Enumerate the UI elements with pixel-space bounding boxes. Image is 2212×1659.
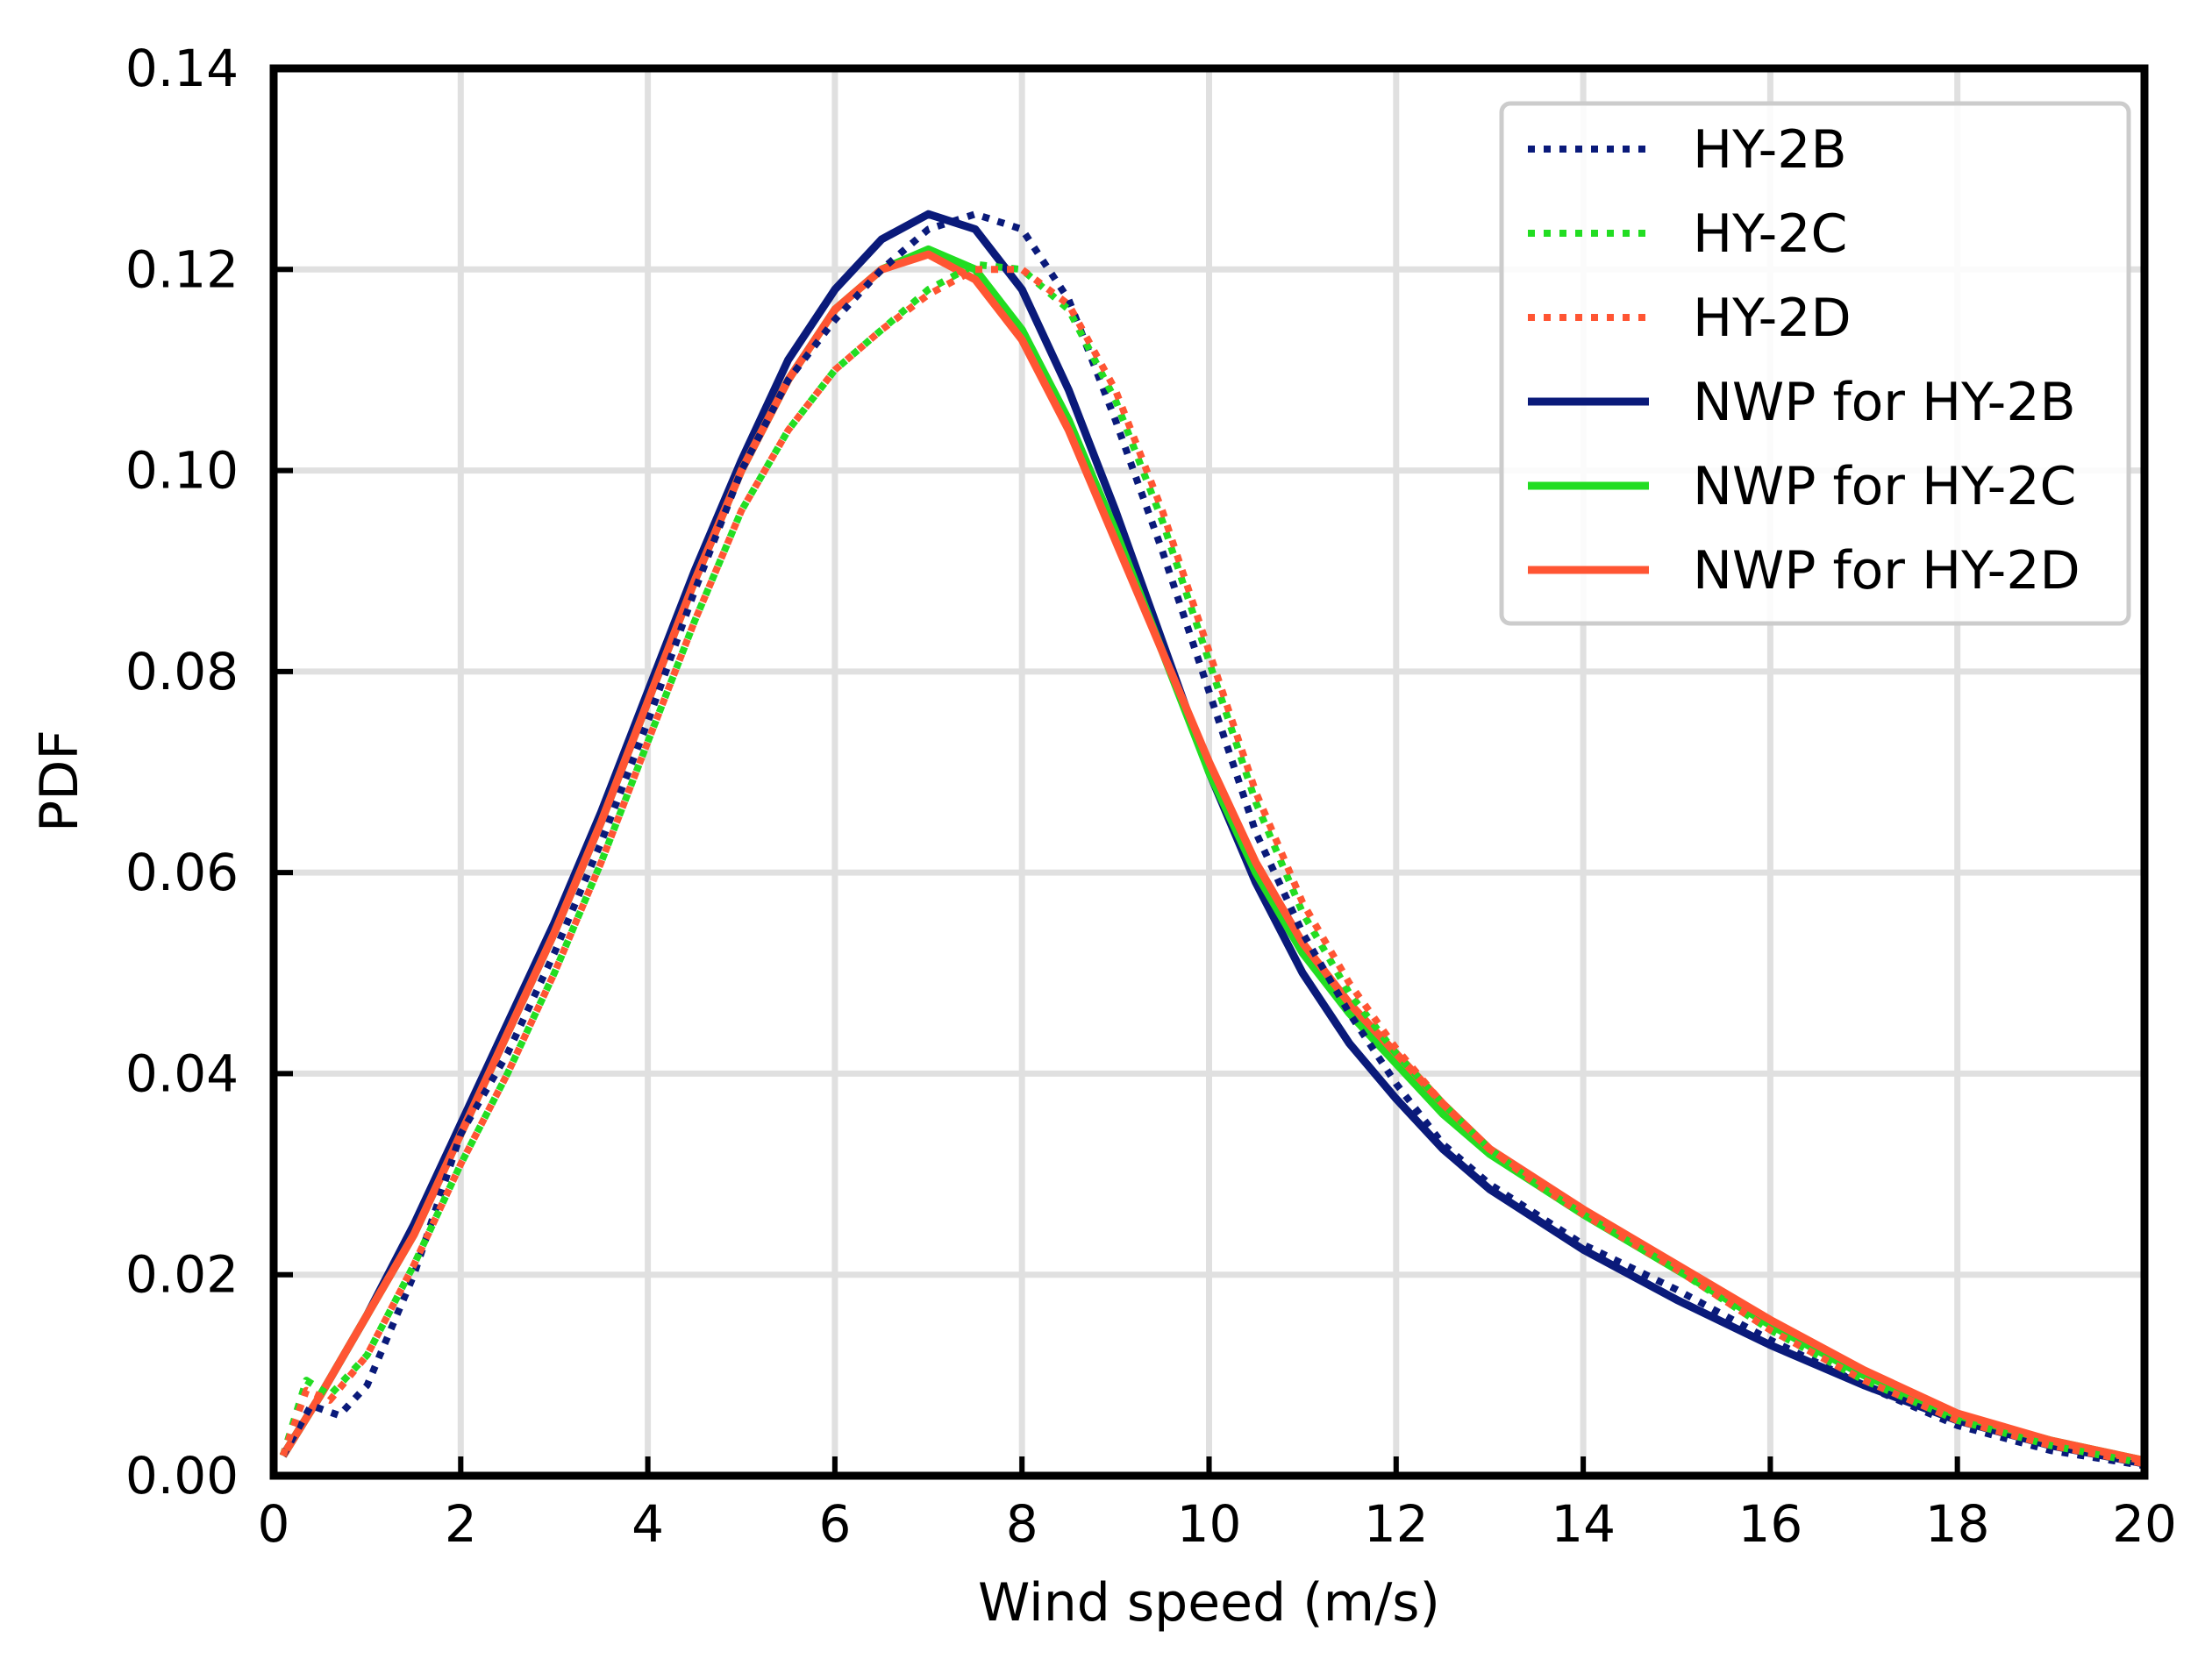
series-line-hy-2b: [280, 210, 2145, 1470]
x-tick-label-3: 6: [818, 1494, 851, 1554]
y-tick-label-0: 0.00: [125, 1446, 239, 1506]
series-line-hy-2c: [279, 260, 2145, 1468]
x-tick-label-7: 14: [1551, 1494, 1616, 1554]
x-tick-label-1: 2: [445, 1494, 477, 1554]
x-tick-label-10: 20: [2112, 1494, 2177, 1554]
legend-label-0: HY-2B: [1693, 119, 1847, 181]
x-tick-label-0: 0: [258, 1494, 290, 1554]
y-tick-label-6: 0.12: [125, 239, 239, 299]
y-axis-label: PDF: [29, 730, 90, 832]
y-tick-labels: 0.00 0.02 0.04 0.06 0.08 0.10 0.12 0.14: [125, 39, 239, 1506]
legend-label-1: HY-2C: [1693, 203, 1847, 265]
legend-label-2: HY-2D: [1693, 288, 1852, 349]
y-tick-label-3: 0.06: [125, 843, 239, 902]
x-axis-label: Wind speed (m/s): [978, 1572, 1440, 1634]
x-tick-label-6: 12: [1364, 1494, 1429, 1554]
legend-box: [1499, 101, 2131, 626]
y-tick-label-5: 0.10: [125, 441, 239, 501]
series-line-nwp-for-hy-2d: [279, 250, 2145, 1465]
y-tick-label-1: 0.02: [125, 1245, 239, 1305]
series-lines: [279, 210, 2145, 1470]
legend-label-4: NWP for HY-2C: [1693, 456, 2076, 517]
x-tick-label-2: 4: [631, 1494, 664, 1554]
x-tick-label-9: 18: [1925, 1494, 1990, 1554]
legend-label-5: NWP for HY-2D: [1693, 540, 2080, 602]
legend: HY-2B HY-2C HY-2D NWP for HY-2B NWP for HY-2…: [1499, 101, 2131, 626]
legend-label-3: NWP for HY-2B: [1693, 372, 2076, 433]
axis-ticks: [271, 66, 2147, 1478]
x-tick-label-8: 16: [1737, 1494, 1802, 1554]
series-line-nwp-for-hy-2b: [279, 210, 2145, 1468]
legend-items: HY-2B HY-2C HY-2D NWP for HY-2B NWP for HY-2…: [1528, 119, 2080, 602]
y-tick-label-2: 0.04: [125, 1043, 239, 1103]
x-tick-label-4: 8: [1006, 1494, 1038, 1554]
y-tick-label-4: 0.08: [125, 642, 239, 701]
x-tick-labels: 0 2 4 6 8 10 12 14 16 18 20: [258, 1494, 2177, 1554]
y-tick-label-7: 0.14: [125, 39, 239, 98]
x-tick-label-5: 10: [1177, 1494, 1242, 1554]
